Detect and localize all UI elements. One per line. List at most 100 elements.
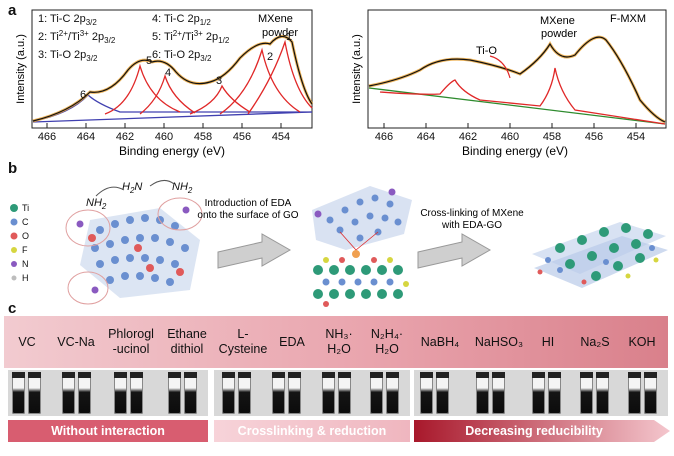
vial	[62, 372, 75, 414]
eda-go-sheet	[312, 186, 412, 250]
left-peak-5	[104, 63, 181, 115]
vial	[184, 372, 197, 414]
mxene-lattice	[313, 257, 409, 307]
left-xtick: 454	[272, 131, 290, 143]
legend-dot-o	[10, 232, 18, 240]
vial	[532, 372, 545, 414]
category-decreasing-reducibility: Decreasing reducibility	[465, 424, 603, 438]
reagent-label: Ethane dithiol	[167, 327, 207, 356]
vial	[78, 372, 91, 414]
panel-b-schematic: Ti C O F N H NH2 NH2	[10, 180, 668, 307]
crosslinked-mxene-stack	[532, 222, 668, 288]
right-xtick: 454	[627, 131, 645, 143]
right-xtick: 460	[501, 131, 519, 143]
step1-text-1: Introduction of EDA	[205, 198, 292, 209]
vial	[548, 372, 561, 414]
reagent-label: EDA	[279, 334, 305, 349]
formula-h2n: H2N	[122, 181, 142, 195]
panel-letter-a: a	[8, 2, 17, 19]
step2-arrow	[417, 233, 492, 269]
atom-legend: Ti	[22, 203, 29, 213]
atom-legend: O	[22, 231, 29, 241]
vial	[370, 372, 383, 414]
legend-dot-c	[10, 218, 18, 226]
left-xtick: 456	[233, 131, 251, 143]
peak-number: 6	[80, 89, 86, 101]
vial	[386, 372, 399, 414]
legend-dot-ti	[10, 204, 18, 212]
vial	[420, 372, 433, 414]
right-xtick: 456	[585, 131, 603, 143]
left-fit-curve	[32, 35, 313, 122]
reagent-label: Phlorogl -ucinol	[108, 327, 154, 356]
vial	[222, 372, 235, 414]
tio-arrow	[489, 55, 511, 79]
vial	[436, 372, 449, 414]
category-decreasing-reducibility-arrow	[414, 420, 670, 442]
panel-a-plots: 466 464 462 460 458 456 454 Binding ener…	[15, 9, 667, 158]
category-without-interaction: Without interaction	[8, 420, 208, 442]
right-xtick: 458	[543, 131, 561, 143]
legend-entry-5: 5: Ti2+/Ti3+ 2p1/2	[152, 29, 230, 45]
legend-entry-6: 6: Ti-O 2p3/2	[152, 49, 212, 63]
left-xtick: 462	[116, 131, 134, 143]
reagent-label: HI	[541, 334, 555, 349]
panel-letter-b: b	[8, 160, 18, 177]
vial	[338, 372, 351, 414]
reagent-label: L- Cysteine	[218, 327, 268, 356]
right-xtick: 466	[375, 131, 393, 143]
reagent-label: VC-Na	[57, 334, 95, 349]
reagent-label: KOH	[628, 334, 656, 349]
left-ylabel: Intensity (a.u.)	[15, 34, 27, 104]
vial	[596, 372, 609, 414]
step2-text-1: Cross-linking of MXene	[420, 208, 524, 219]
peak-number: 1	[286, 31, 292, 43]
category-crosslinking-reduction: Crosslinking & reduction	[214, 420, 410, 442]
peak-number: 2	[267, 51, 273, 63]
step1-text-2: onto the surface of GO	[197, 210, 298, 221]
right-xlabel: Binding energy (eV)	[462, 144, 568, 158]
vial	[12, 372, 25, 414]
reagent-label: VC	[18, 334, 36, 349]
right-label-mxene-1: MXene	[540, 15, 575, 27]
right-xtick: 464	[417, 131, 435, 143]
reagent-label: Na₂S	[580, 334, 610, 349]
peak-number: 3	[216, 75, 222, 87]
reagent-label: NaBH₄	[420, 334, 460, 349]
vial	[492, 372, 505, 414]
legend-entry-1: 1: Ti-C 2p3/2	[38, 13, 97, 27]
legend-dot-f	[11, 247, 17, 253]
atom-legend: F	[22, 245, 28, 255]
atom-legend: C	[22, 217, 29, 227]
vial	[272, 372, 285, 414]
peak-number: 5	[146, 55, 152, 67]
right-plot-frame	[367, 9, 667, 129]
right-red-fit	[379, 67, 666, 125]
eda-go-molecule	[65, 197, 203, 305]
left-xlabel: Binding energy (eV)	[119, 144, 225, 158]
step1-arrow	[217, 233, 292, 269]
left-corner-label-2: powder	[262, 27, 298, 39]
legend-dot-h	[11, 275, 17, 281]
right-label-fmxm: F-MXM	[610, 13, 646, 25]
vial	[288, 372, 301, 414]
vial	[238, 372, 251, 414]
legend-entry-3: 3: Ti-O 2p3/2	[38, 49, 98, 63]
formula-nh2-left: NH2	[86, 197, 107, 211]
vial	[168, 372, 181, 414]
left-peak-1	[247, 39, 313, 115]
panel-letter-c: c	[8, 300, 17, 317]
vial	[114, 372, 127, 414]
vial	[476, 372, 489, 414]
vial	[28, 372, 41, 414]
right-label-mxene-2: powder	[541, 28, 577, 40]
right-xtick: 462	[459, 131, 477, 143]
left-xtick: 464	[77, 131, 95, 143]
vial	[644, 372, 657, 414]
legend-entry-4: 4: Ti-C 2p1/2	[152, 13, 211, 27]
vial	[130, 372, 143, 414]
right-data-curve	[368, 35, 666, 124]
left-corner-label-1: MXene	[258, 13, 293, 25]
left-xtick: 458	[194, 131, 212, 143]
right-fit-curve	[368, 36, 666, 123]
